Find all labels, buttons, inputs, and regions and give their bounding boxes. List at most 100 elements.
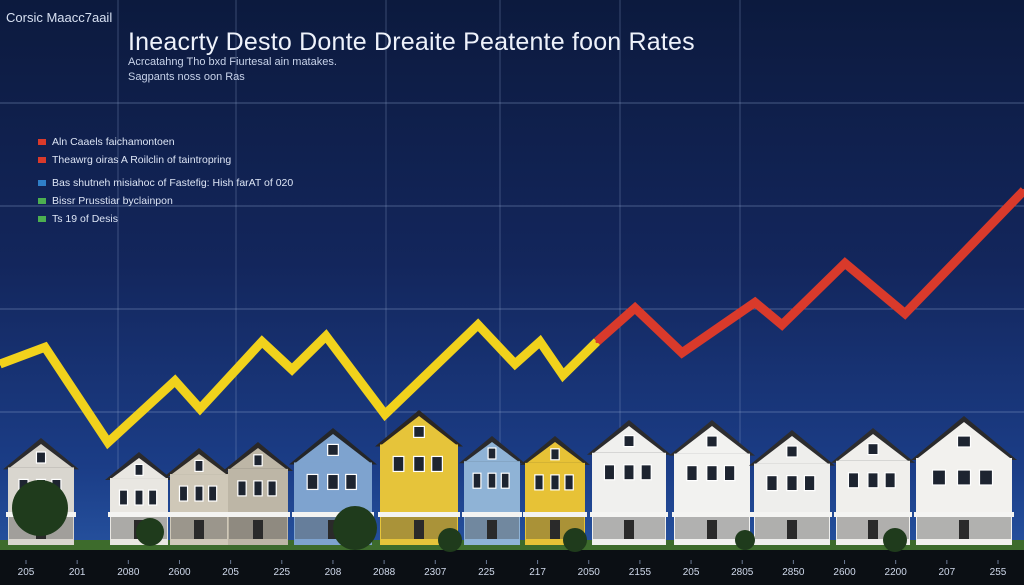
house-window xyxy=(178,485,189,502)
data-point xyxy=(260,340,264,344)
house xyxy=(911,416,1017,545)
x-tick-label: 2850 xyxy=(782,567,805,578)
house-door xyxy=(414,520,424,539)
ground-strip xyxy=(0,548,1024,585)
data-point xyxy=(561,373,565,377)
house-attic-window xyxy=(867,443,879,456)
legend-swatch xyxy=(38,197,46,204)
house-attic-window xyxy=(956,435,972,448)
x-tick-label: 201 xyxy=(68,567,86,578)
data-point xyxy=(106,440,110,444)
house-porch-roof xyxy=(834,512,912,517)
house-door xyxy=(707,520,717,539)
house-window xyxy=(208,485,218,502)
data-point xyxy=(173,379,177,383)
house-attic-window xyxy=(786,445,798,458)
house-porch-roof xyxy=(168,512,230,517)
house-window xyxy=(534,474,544,491)
house-window xyxy=(306,473,319,491)
x-tick-label: 2200 xyxy=(884,567,907,578)
house-window xyxy=(706,465,718,482)
data-point xyxy=(43,345,47,349)
data-point xyxy=(383,412,387,416)
house-window xyxy=(786,475,798,492)
chart-legend: Aln Caaels faichamontoen Theawrg oiras A… xyxy=(38,134,293,229)
house-window xyxy=(564,474,574,491)
house-window xyxy=(253,480,263,497)
house-door xyxy=(487,520,497,539)
legend-swatch xyxy=(38,215,46,222)
house-window xyxy=(884,472,896,489)
tree-icon xyxy=(735,530,755,550)
x-tick-label: 2088 xyxy=(372,567,396,578)
house-window xyxy=(623,464,635,481)
house-attic-window xyxy=(194,459,204,472)
house-window xyxy=(723,465,736,482)
x-tick-label: 207 xyxy=(938,567,956,578)
tree-icon xyxy=(136,518,164,546)
house-window xyxy=(847,472,860,489)
house-window xyxy=(148,489,158,506)
house-attic-window xyxy=(327,443,339,456)
x-tick-label: 2805 xyxy=(731,567,754,578)
x-tick-label: 2155 xyxy=(628,567,652,578)
house-porch-roof xyxy=(292,512,374,517)
corner-label: Corsic Maacc7aail xyxy=(6,10,113,25)
house-window xyxy=(803,475,816,492)
tree-icon xyxy=(333,506,377,550)
legend-item: Bas shutneh misiahoc of Fastefig: Hish f… xyxy=(38,175,293,190)
data-point xyxy=(680,351,684,355)
tree-icon xyxy=(563,528,587,552)
x-tick-label: 2080 xyxy=(117,567,140,578)
tree-icon xyxy=(438,528,462,552)
house-window xyxy=(603,464,616,481)
house-door xyxy=(787,520,797,539)
legend-label: Theawrg oiras A Roilclin of taintropring xyxy=(52,153,232,166)
house-window xyxy=(392,455,405,473)
house-window xyxy=(931,469,947,486)
house-porch-roof xyxy=(590,512,668,517)
legend-label: Bas shutneh misiahoc of Fastefig: Hish f… xyxy=(52,176,294,189)
data-point xyxy=(290,368,294,372)
data-point xyxy=(513,362,517,366)
legend-item: Ts 19 of Desis xyxy=(38,211,293,226)
house-window xyxy=(487,472,497,489)
data-point xyxy=(633,306,637,310)
series-lines xyxy=(0,187,1024,450)
house-window xyxy=(118,489,129,506)
chart-subtitle-2: Sagpants noss oon Ras xyxy=(128,71,245,83)
house-window xyxy=(194,485,204,502)
x-tick-label: 217 xyxy=(529,567,546,578)
x-tick-label: 225 xyxy=(273,567,291,578)
legend-label: Bissr Prusstiar byclainpon xyxy=(52,194,173,207)
house-attic-window xyxy=(253,454,263,467)
house-window xyxy=(413,455,425,473)
house-porch-roof xyxy=(672,512,752,517)
house-porch-roof xyxy=(226,512,290,517)
house-window xyxy=(267,480,277,497)
legend-swatch xyxy=(38,179,46,186)
house-attic-window xyxy=(550,448,560,461)
house-window xyxy=(550,474,560,491)
legend-item: Theawrg oiras A Roilclin of taintropring xyxy=(38,152,293,167)
tree-icon xyxy=(883,528,907,552)
house xyxy=(375,410,463,545)
data-point xyxy=(903,312,907,316)
chart-title: Ineacrty Desto Donte Dreaite Peatente fo… xyxy=(128,28,695,56)
x-tick-label: 225 xyxy=(478,567,495,578)
house xyxy=(831,428,915,545)
house-door xyxy=(194,520,204,539)
legend-item: Aln Caaels faichamontoen xyxy=(38,134,293,149)
house-window xyxy=(431,455,443,473)
data-point xyxy=(753,300,757,304)
x-tick-label: 2600 xyxy=(168,567,191,578)
house-window xyxy=(956,469,972,486)
x-tick-label: 255 xyxy=(989,567,1007,578)
house-porch-roof xyxy=(108,512,170,517)
x-tick-marks xyxy=(25,560,999,564)
house-window xyxy=(640,464,652,481)
data-point xyxy=(324,334,328,338)
data-point xyxy=(476,323,480,327)
house xyxy=(749,430,835,545)
